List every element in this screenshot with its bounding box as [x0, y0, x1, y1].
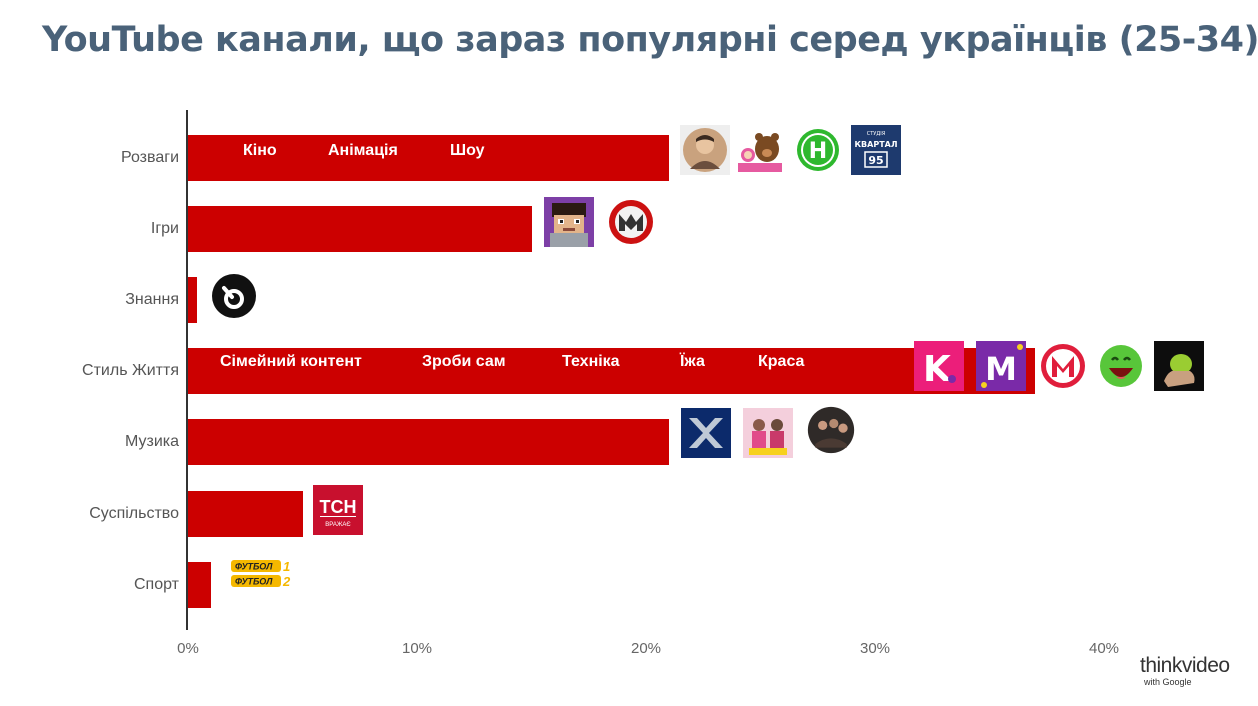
gaming-logo-icon: [606, 197, 656, 247]
svg-text:2: 2: [282, 574, 291, 589]
x-factor-logo-icon: [681, 408, 731, 458]
m-logo-icon: M: [976, 341, 1026, 391]
x-tick-label-0: 0%: [177, 640, 199, 657]
x-tick-label-3: 30%: [859, 640, 891, 657]
tsn-logo-icon: ТСН ВРАЖАЄ: [313, 485, 363, 535]
svg-text:95: 95: [868, 154, 883, 167]
laughing-smiley-icon: [1096, 341, 1146, 391]
sublabel-izha: Їжа: [680, 353, 705, 370]
k-logo-icon: K: [914, 341, 964, 391]
category-label-6: Спорт: [134, 575, 179, 593]
minecraft-character-icon: [544, 197, 594, 247]
x-tick-label-1: 10%: [401, 640, 433, 657]
bar-3: [188, 348, 1036, 395]
band-circle-photo-icon: [806, 405, 856, 455]
x-tick-label-4: 40%: [1088, 640, 1120, 657]
category-label-2: Знання: [125, 291, 179, 309]
band-photo-icon: [743, 408, 793, 458]
knowledge-channel-logo-icon: [210, 272, 260, 322]
masha-and-bear-icon: [735, 125, 785, 175]
svg-text:M: M: [985, 350, 1017, 388]
category-label-5: Суспільство: [89, 504, 179, 522]
sublabel-animatsiia: Анімація: [328, 142, 398, 159]
thinkvideo-brand-logo: thinkvideo with Google: [1140, 654, 1230, 688]
category-label-3: Стиль Життя: [82, 362, 179, 380]
sublabel-kino: Кіно: [243, 142, 277, 159]
chart-title: YouTube канали, що зараз популярні серед…: [42, 20, 1258, 60]
bar-6: [188, 561, 211, 608]
svg-text:K: K: [923, 349, 952, 390]
svg-text:СТУДІЯ: СТУДІЯ: [867, 131, 885, 137]
svg-text:Н: Н: [809, 139, 827, 164]
brand-main-text: thinkvideo: [1140, 654, 1230, 677]
sublabel-krasa: Краса: [758, 353, 805, 370]
green-hand-icon: [1154, 341, 1204, 391]
svg-text:ТСН: ТСН: [320, 497, 357, 517]
bar-5: [188, 490, 303, 537]
bar-2: [188, 277, 198, 324]
bar-0: [188, 135, 669, 181]
svg-text:КВАРТАЛ: КВАРТАЛ: [855, 140, 898, 149]
svg-text:ФУТБОЛ: ФУТБОЛ: [235, 577, 273, 587]
brand-sub-text: with Google: [1144, 677, 1192, 687]
sublabel-tekhnika: Техніка: [562, 353, 620, 370]
sublabel-zroby-sam: Зроби сам: [422, 353, 506, 370]
svg-text:ВРАЖАЄ: ВРАЖАЄ: [325, 522, 351, 528]
kvartal-95-logo-icon: СТУДІЯ КВАРТАЛ 95: [851, 125, 901, 175]
category-label-4: Музика: [124, 433, 179, 451]
novyi-channel-logo-icon: Н: [793, 125, 843, 175]
bar-4: [188, 419, 669, 466]
bar-1: [188, 206, 532, 253]
svg-text:ФУТБОЛ: ФУТБОЛ: [235, 562, 273, 572]
category-label-0: Розваги: [120, 149, 179, 166]
sublabel-simeinyi-kontent: Сімейний контент: [220, 353, 362, 370]
sublabel-shou: Шоу: [450, 142, 485, 159]
svg-text:1: 1: [283, 559, 290, 574]
m-circle-logo-icon: [1038, 341, 1088, 391]
category-label-1: Ігри: [150, 220, 179, 238]
x-tick-label-2: 20%: [630, 640, 662, 657]
person-avatar-icon: [680, 125, 730, 175]
y-axis-line: [186, 110, 188, 630]
futbol-1-2-logo-icon: ФУТБОЛ 1 ФУТБОЛ 2: [229, 556, 297, 592]
